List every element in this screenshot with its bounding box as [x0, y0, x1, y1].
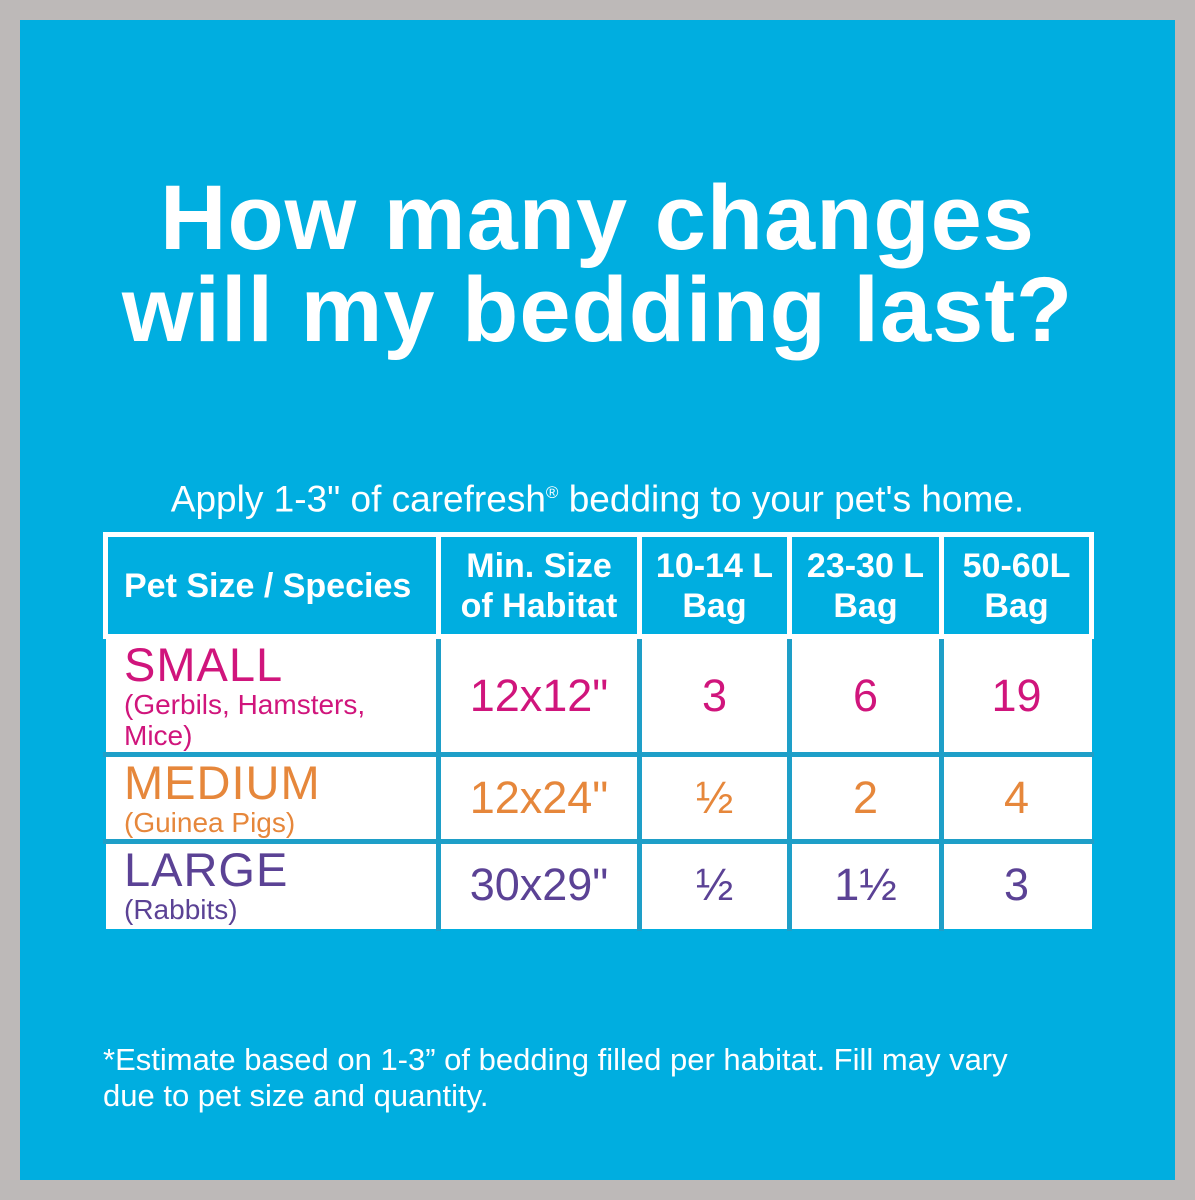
- header-cell-habitat-size: Min. Size of Habitat: [436, 532, 642, 639]
- bedding-changes-table: Pet Size / Species Min. Size of Habitat …: [103, 532, 1094, 931]
- table-row-small: SMALL (Gerbils, Hamsters, Mice) 12x12" 3…: [105, 634, 1092, 757]
- footnote-line2: due to pet size and quantity.: [103, 1078, 489, 1113]
- page-title: How many changes will my bedding last?: [20, 172, 1175, 356]
- bag-50-60-value-cell: 3: [939, 839, 1092, 929]
- bag-50-60-value-cell: 19: [939, 634, 1092, 757]
- page-title-line2: will my bedding last?: [121, 259, 1074, 361]
- header-label: Pet Size / Species: [124, 566, 412, 605]
- habitat-size-cell: 12x24": [436, 752, 642, 844]
- page-title-line1: How many changes: [160, 167, 1035, 269]
- header-label-line1: 23-30 L: [806, 546, 925, 585]
- table-row-medium: MEDIUM (Guinea Pigs) 12x24" ½ 2 4: [105, 752, 1092, 844]
- habitat-size-cell: 12x12": [436, 634, 642, 757]
- header-label-line1: 50-60L: [962, 546, 1071, 585]
- header-cell-bag-10-14: 10-14 L Bag: [637, 532, 792, 639]
- subtitle: Apply 1-3" of carefresh® bedding to your…: [20, 472, 1175, 520]
- pet-size-cell: LARGE (Rabbits): [105, 839, 441, 929]
- registered-trademark-symbol: ®: [545, 483, 559, 502]
- bag-50-60-value-cell: 4: [939, 752, 1092, 844]
- header-label-line2: Bag: [682, 586, 747, 625]
- pet-species-label: (Gerbils, Hamsters, Mice): [124, 689, 366, 751]
- pet-size-label: MEDIUM: [124, 756, 321, 809]
- page-background: How many changes will my bedding last? A…: [20, 20, 1175, 1180]
- footnote-line1: *Estimate based on 1-3” of bedding fille…: [103, 1042, 1008, 1077]
- pet-species-label: (Guinea Pigs): [124, 807, 296, 838]
- footnote: *Estimate based on 1-3” of bedding fille…: [103, 1042, 1113, 1114]
- habitat-size-cell: 30x29": [436, 839, 642, 929]
- bag-10-14-value-cell: ½: [637, 839, 792, 929]
- header-cell-pet-size: Pet Size / Species: [103, 532, 441, 639]
- table-row-large: LARGE (Rabbits) 30x29" ½ 1½ 3: [105, 839, 1092, 929]
- header-label-line2: Bag: [833, 586, 898, 625]
- pet-size-label: LARGE: [124, 843, 289, 896]
- subtitle-text: Apply 1-3" of carefresh: [170, 478, 546, 520]
- header-label-line2: of Habitat: [460, 586, 618, 625]
- table-header-row: Pet Size / Species Min. Size of Habitat …: [103, 532, 1094, 639]
- pet-size-cell: MEDIUM (Guinea Pigs): [105, 752, 441, 844]
- pet-species-label: (Rabbits): [124, 894, 238, 925]
- header-label-line2: Bag: [984, 586, 1049, 625]
- bag-23-30-value-cell: 2: [787, 752, 944, 844]
- header-label-line1: 10-14 L: [655, 546, 774, 585]
- header-cell-bag-50-60: 50-60L Bag: [939, 532, 1094, 639]
- bag-23-30-value-cell: 1½: [787, 839, 944, 929]
- bag-10-14-value-cell: 3: [637, 634, 792, 757]
- pet-size-label: SMALL: [124, 638, 284, 691]
- header-cell-bag-23-30: 23-30 L Bag: [787, 532, 944, 639]
- subtitle-text-continued: bedding to your pet's home.: [558, 478, 1025, 520]
- bag-10-14-value-cell: ½: [637, 752, 792, 844]
- pet-size-cell: SMALL (Gerbils, Hamsters, Mice): [105, 634, 441, 757]
- bag-23-30-value-cell: 6: [787, 634, 944, 757]
- header-label-line1: Min. Size: [466, 546, 612, 585]
